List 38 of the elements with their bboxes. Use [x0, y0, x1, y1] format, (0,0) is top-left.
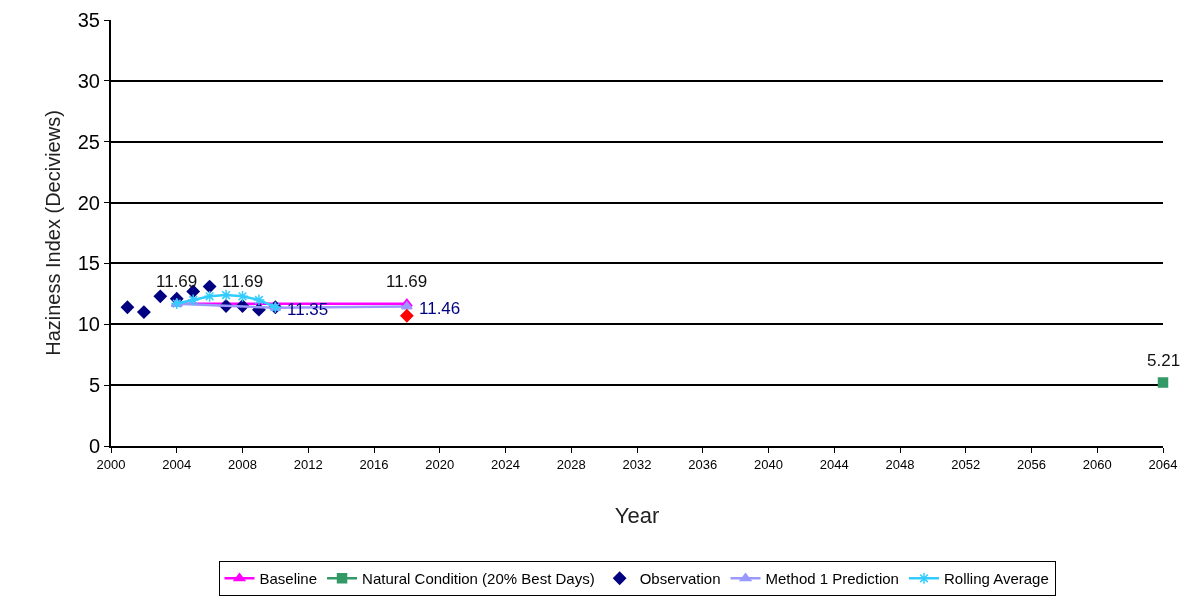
- x-tick-label: 2044: [819, 456, 849, 472]
- x-tick-label: 2032: [622, 456, 652, 472]
- annotation: 11.69: [222, 272, 264, 291]
- x-tick-label: 2052: [951, 456, 981, 472]
- y-axis-title: Haziness Index (Deciviews): [42, 110, 64, 356]
- x-tick-label: 2064: [1148, 456, 1178, 472]
- x-tick-label: 2028: [556, 456, 586, 472]
- x-tick-label: 2056: [1017, 456, 1046, 472]
- y-tick-label: 5: [88, 374, 100, 397]
- annotation: 5.21: [1147, 351, 1181, 370]
- legend-label: Observation: [639, 570, 721, 588]
- x-tick-label: 2048: [885, 456, 915, 472]
- x-tick-label: 2012: [293, 456, 323, 472]
- x-tick-label: 2016: [359, 456, 389, 472]
- x-axis-title: Year: [614, 503, 660, 528]
- x-tick-label: 2004: [162, 456, 192, 472]
- x-tick-label: 2060: [1082, 456, 1112, 472]
- y-tick-label: 20: [77, 191, 100, 214]
- y-tick-label: 25: [77, 130, 100, 153]
- x-tick-label: 2000: [96, 456, 126, 472]
- x-tick-label: 2008: [228, 456, 257, 472]
- y-tick-label: 15: [77, 252, 100, 275]
- y-tick-label: 30: [77, 69, 100, 92]
- annotation: 11.35: [287, 300, 329, 319]
- legend-label: Baseline: [259, 570, 318, 588]
- y-tick-label: 35: [77, 9, 100, 31]
- annotation: 11.46: [419, 299, 461, 318]
- legend-label: Method 1 Prediction: [765, 570, 899, 588]
- x-tick-label: 2036: [688, 456, 718, 472]
- annotation: 11.69: [386, 272, 428, 291]
- legend-label: Rolling Average: [943, 570, 1049, 588]
- legend-label: Natural Condition (20% Best Days): [362, 570, 595, 588]
- x-tick-label: 2020: [425, 456, 455, 472]
- y-tick-label: 0: [88, 435, 100, 457]
- y-tick-label: 10: [77, 313, 100, 336]
- x-tick-label: 2024: [491, 456, 520, 472]
- annotation: 11.69: [156, 272, 198, 291]
- x-tick-label: 2040: [754, 456, 783, 472]
